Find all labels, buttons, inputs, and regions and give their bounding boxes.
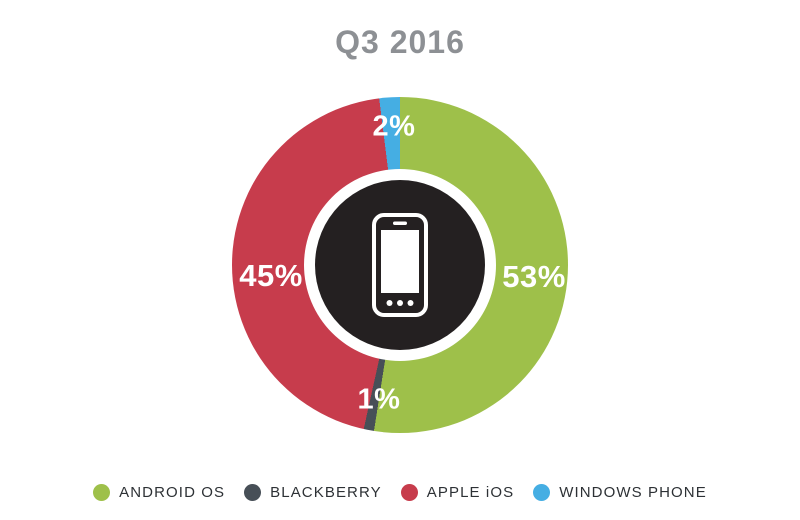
pct-label-android: 53% bbox=[502, 259, 566, 294]
pct-label-blackberry: 1% bbox=[357, 383, 401, 416]
chart-title: Q3 2016 bbox=[335, 24, 465, 60]
legend-dot bbox=[400, 484, 418, 501]
legend-dot bbox=[533, 484, 551, 501]
smartphone-icon bbox=[372, 213, 428, 317]
legend: ANDROID OS BLACKBERRY APPLE iOS WINDOWS … bbox=[0, 484, 800, 501]
legend-dot bbox=[244, 484, 262, 501]
legend-item-windows: WINDOWS PHONE bbox=[533, 484, 707, 501]
center-disc bbox=[315, 180, 485, 350]
legend-label: WINDOWS PHONE bbox=[559, 484, 707, 501]
legend-item-android: ANDROID OS bbox=[93, 484, 225, 501]
legend-item-blackberry: BLACKBERRY bbox=[244, 484, 382, 501]
donut-chart: 53% 1% 45% 2% bbox=[232, 97, 568, 433]
pct-label-apple: 45% bbox=[239, 258, 303, 293]
legend-label: BLACKBERRY bbox=[270, 484, 382, 501]
legend-item-apple: APPLE iOS bbox=[400, 484, 515, 501]
legend-dot bbox=[93, 484, 111, 501]
legend-label: ANDROID OS bbox=[119, 484, 226, 501]
legend-label: APPLE iOS bbox=[426, 484, 515, 501]
pct-label-windows: 2% bbox=[372, 110, 416, 143]
